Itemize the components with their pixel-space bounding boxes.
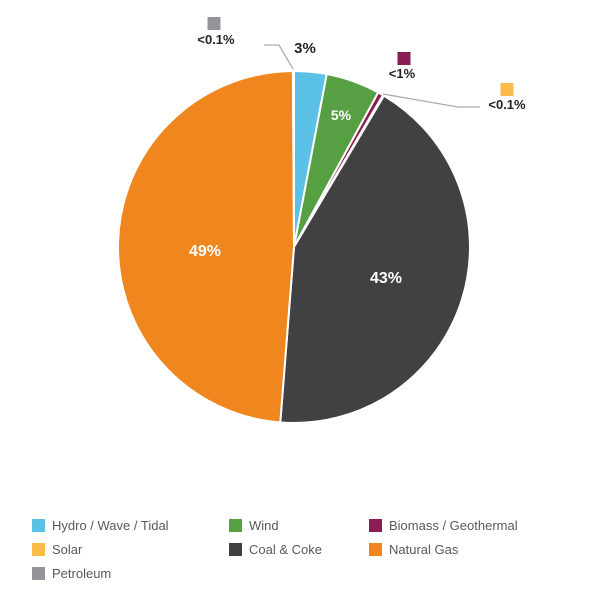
legend-label: Wind — [249, 517, 279, 533]
legend-swatch-solar — [32, 542, 45, 556]
legend-label: Natural Gas — [389, 541, 459, 557]
callout-swatch-biomass-geothermal — [397, 52, 411, 65]
legend-swatch-wind — [229, 518, 242, 532]
pct-label-coal-coke: 43% — [370, 270, 402, 287]
callout-line-petroleum — [264, 44, 294, 70]
legend-item-solar[interactable]: Solar — [32, 542, 229, 557]
pie-slice-coal-coke[interactable] — [279, 94, 471, 424]
legend-item-natural-gas[interactable]: Natural Gas — [369, 542, 518, 557]
pie-chart: 3% 5% <1% <0.1% 43% 49% <0.1% — [117, 17, 526, 424]
callout-swatch-solar — [500, 83, 514, 96]
legend-item-biomass-geothermal[interactable]: Biomass / Geothermal — [369, 518, 518, 533]
callout-swatch-petroleum — [207, 17, 221, 30]
legend-swatch-natural-gas — [369, 542, 382, 556]
pct-label-biomass-geothermal: <1% — [389, 66, 416, 81]
pie-slice-natural-gas[interactable] — [117, 70, 295, 424]
pct-label-hydro-wave-tidal: 3% — [294, 40, 316, 57]
legend-label: Coal & Coke — [249, 541, 322, 557]
pct-label-wind: 5% — [331, 107, 352, 123]
callout-line-solar — [382, 93, 480, 108]
legend-item-hydro-wave-tidal[interactable]: Hydro / Wave / Tidal — [32, 518, 229, 533]
pct-label-petroleum: <0.1% — [197, 32, 235, 47]
pct-label-solar: <0.1% — [488, 97, 526, 112]
legend-item-wind[interactable]: Wind — [229, 518, 369, 533]
chart-legend: Hydro / Wave / Tidal Wind Biomass / Geothe… — [32, 513, 518, 585]
legend-item-coal-coke[interactable]: Coal & Coke — [229, 542, 369, 557]
legend-swatch-coal-coke — [229, 542, 242, 556]
legend-label: Hydro / Wave / Tidal — [52, 517, 169, 533]
legend-swatch-biomass-geothermal — [369, 518, 382, 532]
pie-slice-petroleum[interactable] — [291, 69, 295, 248]
pct-label-natural-gas: 49% — [189, 243, 221, 260]
legend-item-petroleum[interactable]: Petroleum — [32, 566, 229, 581]
legend-label: Biomass / Geothermal — [389, 517, 518, 533]
legend-swatch-hydro-wave-tidal — [32, 518, 45, 532]
legend-swatch-petroleum — [32, 566, 45, 580]
legend-label: Petroleum — [52, 565, 112, 581]
legend-label: Solar — [52, 541, 83, 557]
